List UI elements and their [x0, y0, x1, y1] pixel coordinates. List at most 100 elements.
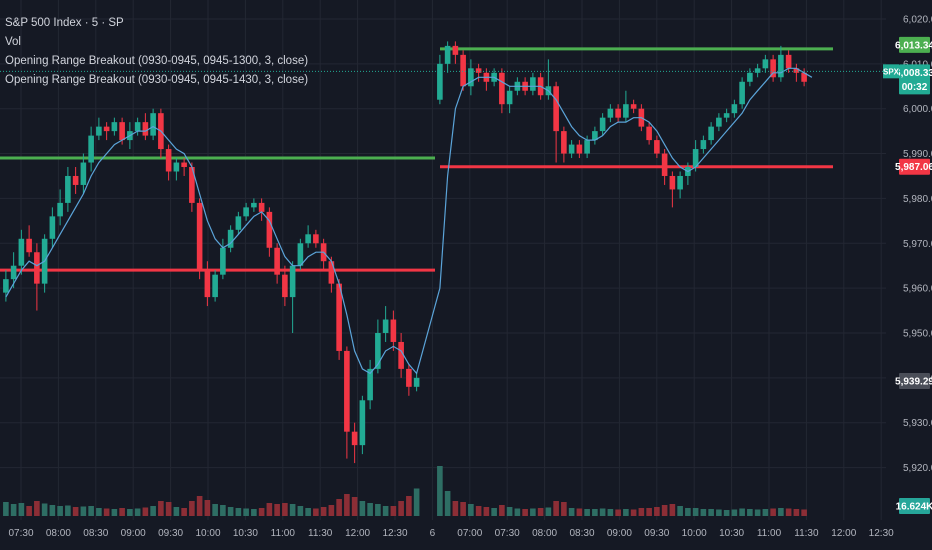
volume-bar	[173, 507, 180, 516]
candle-body	[212, 274, 218, 298]
candle-body	[576, 144, 583, 154]
countdown-badge-bg	[899, 78, 930, 95]
volume-bar	[793, 509, 800, 516]
candle-body	[251, 202, 257, 208]
candle-body	[258, 202, 265, 212]
time-axis[interactable]: 07:30 08:00 08:30 09:00 09:30 10:00 10:30 11:00…	[8, 528, 894, 539]
volume-bar	[499, 505, 505, 516]
candle-body	[677, 175, 683, 190]
volume-bar	[359, 501, 366, 516]
candle-body	[599, 117, 606, 132]
volume-bar	[452, 501, 459, 516]
volume-bar	[638, 508, 645, 516]
volume-bar	[220, 505, 226, 516]
volume-bar	[483, 507, 490, 516]
candle-body	[646, 126, 652, 141]
candle-body	[305, 234, 311, 244]
candle-body	[778, 54, 784, 78]
candle-body	[437, 63, 443, 100]
time-tick-label: 09:00	[121, 528, 146, 539]
volume-bar	[747, 509, 753, 516]
candle-body	[723, 113, 730, 118]
volume-bar	[716, 509, 722, 516]
volume-bar	[313, 508, 319, 516]
volume-indicator-label[interactable]: Vol	[5, 36, 21, 48]
time-tick-label: 10:30	[233, 528, 258, 539]
candle-body	[561, 131, 567, 154]
volume-bar	[553, 501, 559, 516]
volume-bar	[778, 508, 784, 516]
candle-body	[111, 122, 118, 132]
volume-bar	[49, 505, 56, 516]
time-tick-label: 09:00	[607, 528, 632, 539]
candle-body	[623, 104, 629, 118]
volume-bar	[189, 501, 195, 516]
volume-badge-bg	[899, 498, 930, 514]
volume-bar	[375, 504, 381, 516]
volume-bar	[545, 507, 552, 516]
prev-level-badge: 5,939.29	[895, 377, 932, 388]
price-tick-label: 6,020.00	[903, 14, 932, 25]
candle-body	[499, 72, 505, 105]
symbol-title[interactable]: S&P 500 Index · 5 · SP	[5, 17, 124, 29]
candle-body	[34, 252, 40, 284]
volume-bar	[336, 499, 342, 516]
volume-bars	[3, 466, 807, 516]
prev-level-badge-bg	[899, 373, 930, 390]
candle-body	[406, 368, 412, 387]
candle-body	[196, 202, 203, 271]
candle-body	[96, 126, 102, 136]
volume-bar	[700, 509, 707, 516]
candle-body	[568, 144, 575, 154]
candle-body	[150, 113, 156, 136]
time-tick-label: 08:00	[532, 528, 557, 539]
moving-average-line	[0, 67, 886, 375]
orb-high-badge-bg	[899, 36, 930, 53]
volume-bar	[692, 508, 699, 516]
volume-bar	[731, 509, 738, 516]
volume-bar	[537, 508, 544, 516]
candle-body	[468, 68, 474, 87]
time-tick-label: 07:30	[495, 528, 520, 539]
candle-body	[103, 126, 110, 132]
time-tick-label: 09:30	[644, 528, 669, 539]
volume-bar	[654, 507, 660, 516]
orb-levels	[0, 47, 833, 272]
candle-body	[134, 122, 141, 132]
volume-bar	[576, 508, 583, 516]
volume-bar	[274, 504, 280, 516]
volume-bar	[134, 508, 141, 516]
volume-bar	[72, 507, 79, 516]
time-tick-label: 08:00	[46, 528, 71, 539]
candle-body	[747, 72, 753, 82]
orb-indicator-label-2[interactable]: Opening Range Breakout (0930-0945, 0945-…	[5, 74, 309, 86]
candle-body	[692, 149, 699, 168]
volume-bar	[708, 509, 714, 516]
candle-body	[336, 283, 342, 351]
volume-bar	[770, 508, 776, 516]
price-tick-label: 5,980.00	[903, 194, 932, 205]
volume-bar	[119, 508, 125, 516]
volume-bar	[390, 506, 397, 516]
orb-indicator-label-1[interactable]: Opening Range Breakout (0930-0945, 0945-…	[5, 55, 309, 67]
candle-body	[654, 140, 660, 154]
volume-bar	[351, 497, 358, 516]
candle-body	[615, 108, 621, 118]
volume-bar	[785, 508, 792, 516]
volume-bar	[413, 488, 420, 516]
time-tick-label: 11:30	[794, 528, 819, 539]
candle-body	[739, 81, 745, 105]
candle-body	[413, 377, 420, 387]
volume-bar	[568, 508, 575, 516]
ma-path	[5, 67, 813, 375]
candle-body	[762, 59, 769, 69]
price-tick-label: 5,960.00	[903, 284, 932, 295]
volume-bar	[142, 507, 149, 516]
volume-bar	[3, 502, 9, 516]
orb-low-badge: 5,987.06	[895, 162, 932, 173]
candle-body	[530, 77, 536, 91]
candle-body	[584, 140, 590, 154]
orb-high-badge: 6,013.34	[895, 40, 932, 51]
volume-bar	[158, 501, 164, 516]
